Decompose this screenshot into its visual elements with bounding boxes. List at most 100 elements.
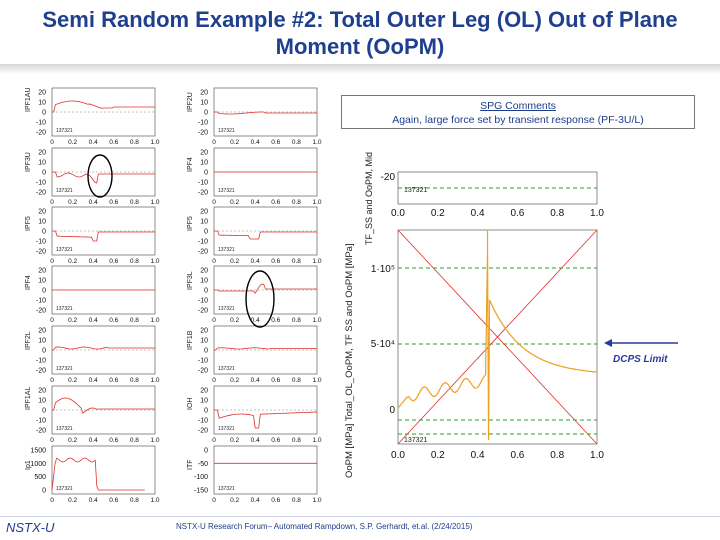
panel-ylabel-ioh: IOH xyxy=(187,398,194,410)
panel-trace-ioh xyxy=(214,409,318,429)
panel-trace-ipf3u xyxy=(52,171,155,184)
panel-xtick: 0.2 xyxy=(230,317,239,324)
panel-trace-ipf5 xyxy=(52,230,155,242)
panel-ytick: 10 xyxy=(200,219,208,226)
panel-ylabel-ip1: Ip1 xyxy=(25,460,32,470)
panel-xtick: 0 xyxy=(50,437,54,444)
panel-ytick: 10 xyxy=(200,160,208,167)
panel-ytick: 10 xyxy=(38,338,46,345)
panel-ylabel-ipf5: IPF5 xyxy=(25,216,32,231)
panel-ytick: -10 xyxy=(36,180,46,187)
panel-xtick: 1.0 xyxy=(312,377,321,384)
right-top-xtick: 0.6 xyxy=(510,208,524,219)
panel-xtick: 0.4 xyxy=(89,258,98,265)
panel-xtick: 0.2 xyxy=(68,199,77,206)
panel-ytick: 0 xyxy=(42,488,46,495)
panel-xtick: 0.2 xyxy=(230,377,239,384)
panel-ytick: 0 xyxy=(204,348,208,355)
panel-ytick: 0 xyxy=(204,229,208,236)
panel-ytick: 10 xyxy=(38,160,46,167)
panel-ytick: -20 xyxy=(198,130,208,137)
panel-xtick: 0.2 xyxy=(230,199,239,206)
panel-ylabel-ipf1b: IPF1B xyxy=(187,330,194,350)
panel-xtick: 1.0 xyxy=(150,258,159,265)
panel-ytick: -50 xyxy=(198,461,208,468)
panel-xtick: 0.6 xyxy=(271,377,280,384)
panel-ytick: 0 xyxy=(42,348,46,355)
panel-xtick: 0.4 xyxy=(251,317,260,324)
panel-trace-ipf1al xyxy=(52,397,155,414)
panel-xtick: 1.0 xyxy=(150,437,159,444)
panel-trace-ipf5 xyxy=(214,230,317,240)
panel-xtick: 0.6 xyxy=(271,497,280,504)
panel-frame-ip1 xyxy=(51,445,156,495)
panel-ytick: 0 xyxy=(204,170,208,177)
right-main-ylabel: OoPM [MPa] Total_OL_OoPM, TF SS and OoPM… xyxy=(344,243,355,478)
panel-xtick: 0.4 xyxy=(251,497,260,504)
panel-ylabel-ipf1au: IPF1AU xyxy=(25,87,32,112)
panel-ytick: 20 xyxy=(200,209,208,216)
panel-ytick: 500 xyxy=(34,474,46,481)
panel-ytick: -10 xyxy=(198,239,208,246)
panel-ytick: -20 xyxy=(36,308,46,315)
panel-xtick: 0.4 xyxy=(89,437,98,444)
panel-shot-number: 137321 xyxy=(218,366,235,372)
panel-ytick: -20 xyxy=(36,190,46,197)
title-divider xyxy=(0,64,720,74)
panel-ytick: 10 xyxy=(200,278,208,285)
panel-shot-number: 137321 xyxy=(56,247,73,253)
panel-ytick: -10 xyxy=(36,120,46,127)
panel-ytick: -20 xyxy=(198,308,208,315)
panel-ytick: 20 xyxy=(38,268,46,275)
panel-ytick: 20 xyxy=(200,90,208,97)
panel-frame-itf xyxy=(213,445,318,495)
panel-xtick: 0.8 xyxy=(292,437,301,444)
panel-xtick: 0.8 xyxy=(130,317,139,324)
panel-xtick: 0 xyxy=(50,377,54,384)
panel-shot-number: 137321 xyxy=(56,426,73,432)
panel-xtick: 0.6 xyxy=(109,199,118,206)
panel-trace-ipf1b xyxy=(214,347,317,351)
panel-ytick: 0 xyxy=(42,408,46,415)
panel-ytick: -10 xyxy=(36,298,46,305)
panel-xtick: 1.0 xyxy=(150,317,159,324)
panel-shot-number: 137321 xyxy=(218,306,235,312)
right-main-total-oopm-trace xyxy=(397,249,598,441)
panel-ytick: -20 xyxy=(36,249,46,256)
panel-xtick: 0.8 xyxy=(292,139,301,146)
panel-xtick: 0.6 xyxy=(271,317,280,324)
panel-ytick: 0 xyxy=(42,110,46,117)
right-main-xtick: 0.2 xyxy=(431,450,445,461)
panel-shot-number: 137321 xyxy=(56,486,73,492)
panel-xtick: 0.2 xyxy=(230,437,239,444)
panel-ytick: 0 xyxy=(42,229,46,236)
panel-ytick: 20 xyxy=(200,328,208,335)
panel-xtick: 1.0 xyxy=(312,258,321,265)
panel-xtick: 1.0 xyxy=(312,199,321,206)
panel-xtick: 0 xyxy=(212,258,216,265)
panel-ytick: 20 xyxy=(200,388,208,395)
panel-shot-number: 137321 xyxy=(218,128,235,134)
panel-xtick: 0.6 xyxy=(271,199,280,206)
panel-ytick: -10 xyxy=(36,418,46,425)
panel-xtick: 0 xyxy=(50,497,54,504)
title-line-2: Moment (OoPM) xyxy=(275,34,445,59)
panel-xtick: 1.0 xyxy=(150,199,159,206)
panel-ytick: 10 xyxy=(38,100,46,107)
panel-xtick: 0.8 xyxy=(292,497,301,504)
panel-ytick: 1500 xyxy=(30,448,46,455)
panel-trace-ipf3l xyxy=(214,283,317,294)
right-main-shot: 137321 xyxy=(404,437,427,444)
right-top-xtick: 0.8 xyxy=(550,208,564,219)
panel-xtick: 0 xyxy=(50,317,54,324)
panel-xtick: 0.4 xyxy=(89,377,98,384)
panel-xtick: 0.4 xyxy=(89,497,98,504)
panel-ytick: -10 xyxy=(36,239,46,246)
panel-shot-number: 137321 xyxy=(56,128,73,134)
panel-ytick: 10 xyxy=(200,100,208,107)
right-top-xtick: 0.4 xyxy=(471,208,485,219)
dcps-arrow-head xyxy=(604,339,612,347)
panel-xtick: 1.0 xyxy=(312,317,321,324)
slide-title: Semi Random Example #2: Total Outer Leg … xyxy=(0,6,720,60)
